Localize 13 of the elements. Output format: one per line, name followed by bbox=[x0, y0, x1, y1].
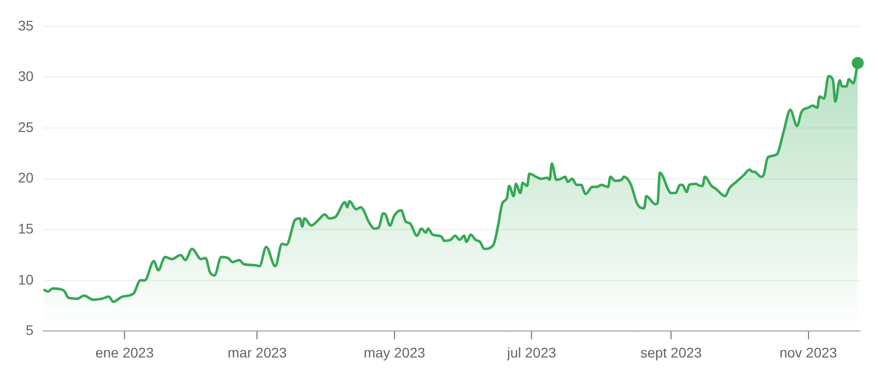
y-tick-label: 35 bbox=[18, 17, 34, 34]
x-tick-label: ene 2023 bbox=[95, 344, 154, 360]
x-tick-label: sept 2023 bbox=[640, 344, 702, 360]
y-tick-label: 15 bbox=[18, 220, 34, 236]
x-tick-label: may 2023 bbox=[364, 344, 426, 360]
x-tick-label: mar 2023 bbox=[228, 344, 288, 360]
x-tick-label: nov 2023 bbox=[779, 344, 838, 360]
y-tick-label: 20 bbox=[18, 170, 34, 186]
y-tick-label: 5 bbox=[26, 322, 34, 338]
y-tick-label: 25 bbox=[18, 118, 34, 135]
y-tick-label: 10 bbox=[18, 271, 34, 288]
x-tick-label: jul 2023 bbox=[506, 344, 556, 360]
y-tick-label: 30 bbox=[18, 68, 34, 84]
